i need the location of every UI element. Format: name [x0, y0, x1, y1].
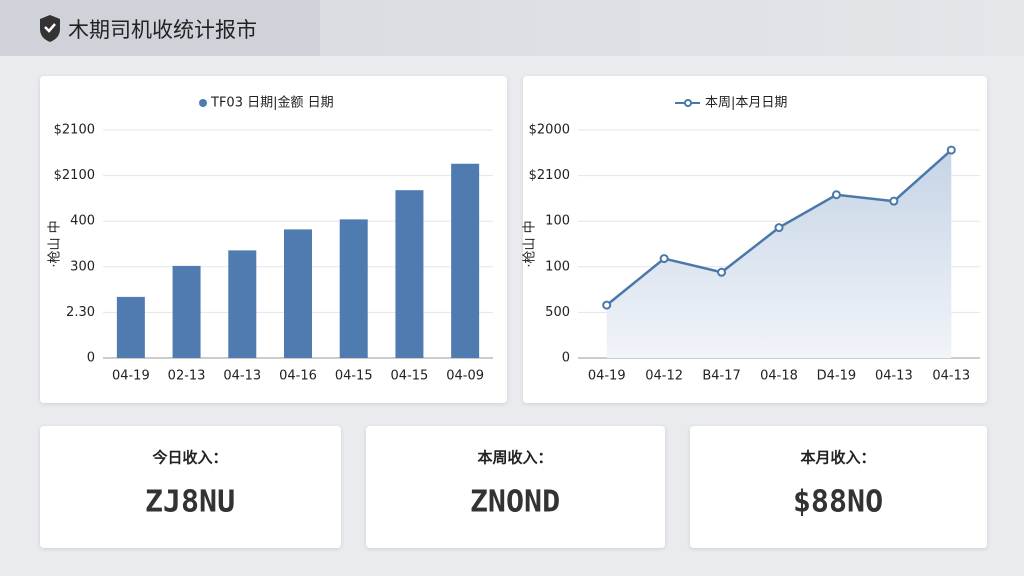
x-tick-label: 04-19 [112, 369, 150, 384]
card-label: 本周收入： [477, 449, 552, 467]
card-value: ZNOND [470, 485, 560, 520]
legend-marker [684, 99, 692, 107]
y-tick-label: $2100 [54, 168, 95, 183]
point [602, 300, 612, 310]
x-tick-label: D4-19 [817, 369, 857, 384]
bar [284, 229, 312, 358]
card [690, 426, 987, 548]
y-tick-label: $2100 [54, 123, 95, 138]
x-tick-label: 04-18 [760, 369, 798, 384]
point [889, 196, 899, 206]
bar [339, 219, 368, 358]
x-tick-label: 04-13 [223, 369, 261, 384]
bar [451, 163, 480, 358]
card-label: 本月收入： [800, 449, 875, 467]
point [717, 267, 727, 277]
point [946, 145, 956, 155]
card-value: $88NO [793, 485, 883, 520]
y-tick-label: $2100 [529, 168, 570, 183]
area [606, 150, 952, 358]
x-tick-label: 04-15 [335, 369, 373, 384]
card [40, 426, 341, 548]
logo-check [44, 23, 56, 33]
point [774, 223, 784, 233]
y-tick-label: 2.30 [66, 305, 95, 320]
legend-label: TF03 日期|金额 日期 [210, 95, 334, 111]
bar [228, 250, 257, 358]
bar [116, 296, 145, 358]
x-tick-label: 04-15 [391, 369, 429, 384]
x-tick-label: B4-17 [702, 369, 740, 384]
x-tick-label: 04-09 [446, 369, 484, 384]
legend-label: 本周|本月日期 [705, 96, 787, 111]
point [831, 190, 841, 200]
x-tick-label: 04-13 [932, 369, 970, 384]
y-axis-label: ·枪山 中 [522, 220, 538, 267]
x-tick-label: 04-16 [279, 369, 317, 384]
card-label: 今日收入： [151, 449, 227, 467]
legend-marker [199, 99, 207, 107]
card [366, 426, 665, 548]
header-title: 木期司机收统计报市 [68, 18, 257, 42]
bar [172, 265, 201, 358]
x-tick-label: 04-19 [588, 369, 626, 384]
x-tick-label: 04-12 [645, 369, 683, 384]
chart-panel [40, 76, 507, 403]
y-tick-label: 0 [562, 351, 570, 366]
x-tick-label: 04-13 [875, 369, 913, 384]
y-tick-label: 400 [70, 214, 95, 229]
card-value: ZJ8NU [145, 485, 235, 520]
point [659, 254, 669, 264]
y-tick-label: 500 [545, 305, 570, 320]
y-tick-label: 300 [70, 259, 95, 274]
y-tick-label: 0 [87, 351, 95, 366]
x-tick-label: 02-13 [168, 369, 206, 384]
y-axis-label: ·枪山 中 [47, 220, 63, 267]
y-tick-label: 100 [545, 259, 570, 274]
y-tick-label: $2000 [529, 123, 570, 138]
y-tick-label: 100 [545, 214, 570, 229]
bar [395, 190, 424, 358]
